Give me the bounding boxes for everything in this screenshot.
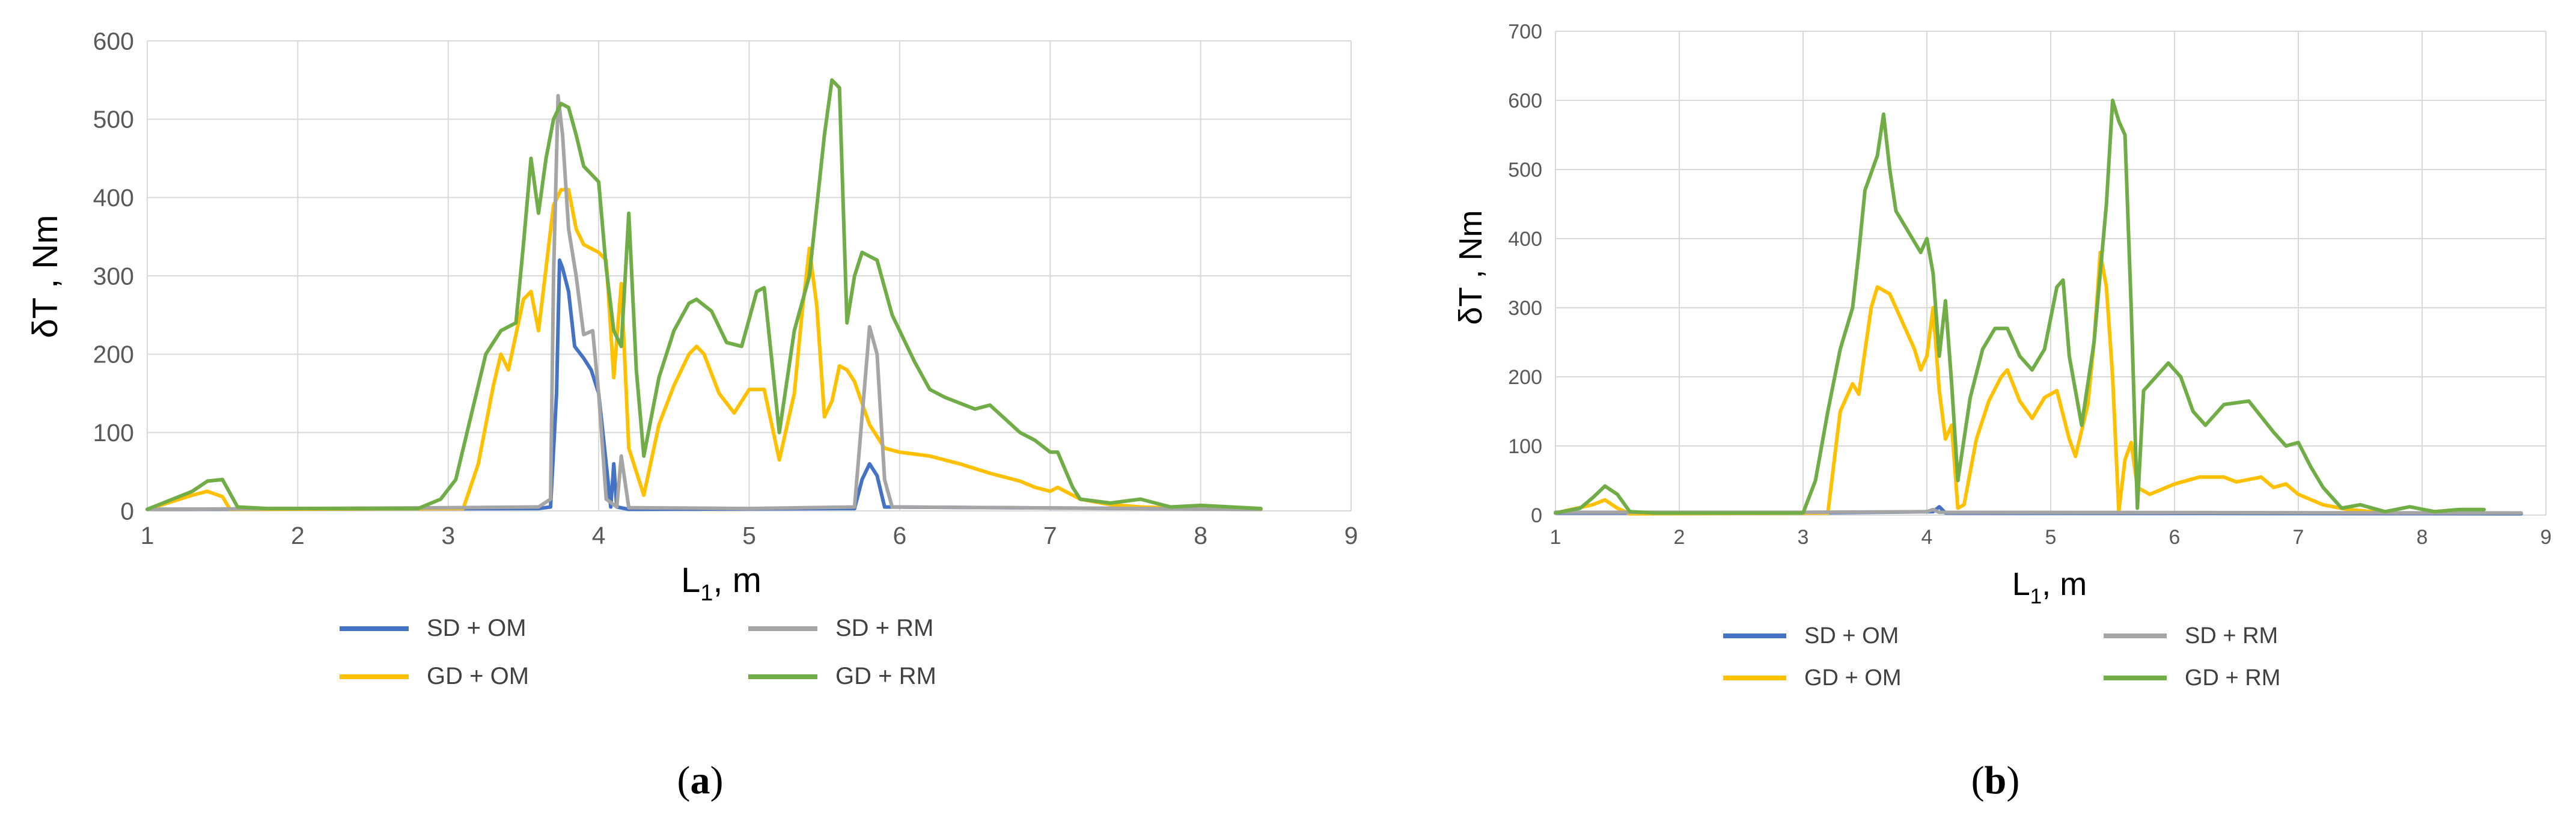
- x-tick-label: 2: [1674, 526, 1685, 549]
- x-tick-label: 5: [742, 522, 756, 549]
- x-tick-label: 9: [2541, 526, 2552, 549]
- y-tick-label: 400: [93, 184, 134, 212]
- x-tick-label: 7: [2293, 526, 2304, 549]
- x-tick-label: 8: [1194, 522, 1207, 549]
- x-axis-label-base: L: [681, 561, 700, 600]
- panel-caption: (a): [677, 758, 724, 802]
- x-tick-label: 4: [1921, 526, 1933, 549]
- x-tick-label: 5: [2045, 526, 2057, 549]
- y-tick-label: 600: [93, 27, 134, 55]
- y-axis-label-text: T , Nm: [26, 215, 65, 319]
- legend-label-gd-om: GD + OM: [427, 663, 529, 689]
- legend-label-gd-rm: GD + RM: [835, 663, 936, 689]
- y-axis-label-text: T , Nm: [1453, 210, 1489, 307]
- x-tick-label: 3: [441, 522, 455, 549]
- y-tick-label: 0: [1531, 504, 1542, 527]
- y-axis-label: δT , Nm: [1453, 210, 1489, 325]
- series-line-gd-rm: [145, 78, 1263, 511]
- y-tick-label: 200: [93, 341, 134, 368]
- y-axis-label: δT , Nm: [26, 215, 65, 338]
- x-tick-label: 9: [1344, 522, 1358, 549]
- x-tick-label: 3: [1798, 526, 1809, 549]
- caption-open-paren: (: [1971, 758, 1985, 802]
- y-tick-label: 200: [1508, 366, 1542, 389]
- y-tick-label: 600: [1508, 90, 1542, 112]
- x-tick-label: 8: [2417, 526, 2428, 549]
- x-tick-label: 2: [291, 522, 305, 549]
- legend-label-sd-om: SD + OM: [427, 615, 526, 641]
- y-tick-label: 500: [1508, 159, 1542, 182]
- x-axis-label-subscript: 1: [2030, 585, 2042, 608]
- y-tick-label: 0: [120, 497, 134, 525]
- series-line-sd-om: [145, 258, 1263, 511]
- x-axis-label: L1, m: [681, 561, 762, 605]
- x-axis-label-subscript: 1: [700, 580, 713, 605]
- x-tick-label: 6: [2169, 526, 2181, 549]
- x-axis-label-unit: , m: [2042, 566, 2087, 602]
- caption-close-paren: ): [2006, 758, 2019, 802]
- x-axis-label: L1, m: [2012, 566, 2087, 608]
- y-tick-label: 300: [1508, 297, 1542, 320]
- y-tick-label: 400: [1508, 228, 1542, 251]
- y-tick-label: 500: [93, 106, 134, 133]
- series-line-sd-rm: [145, 94, 1263, 511]
- y-tick-label: 100: [1508, 435, 1542, 458]
- x-axis-label-base: L: [2012, 566, 2030, 602]
- y-tick-label: 300: [93, 262, 134, 290]
- caption-open-paren: (: [677, 758, 691, 802]
- legend-label-gd-om: GD + OM: [1804, 665, 1902, 691]
- y-axis-label-delta: δ: [1453, 307, 1489, 325]
- panel-caption: (b): [1971, 758, 2020, 802]
- x-tick-label: 4: [592, 522, 606, 549]
- series-line-gd-om: [145, 188, 1263, 511]
- x-tick-label: 1: [1550, 526, 1561, 549]
- y-tick-label: 100: [93, 419, 134, 447]
- caption-letter: a: [691, 758, 710, 802]
- series-line-gd-om: [1554, 251, 2399, 516]
- legend-label-sd-om: SD + OM: [1804, 623, 1899, 649]
- x-tick-label: 6: [893, 522, 906, 549]
- x-axis-label-unit: , m: [713, 561, 762, 600]
- y-axis-label-delta: δ: [26, 319, 65, 338]
- x-tick-label: 1: [141, 522, 154, 549]
- x-tick-label: 7: [1043, 522, 1057, 549]
- y-tick-label: 700: [1508, 20, 1542, 43]
- legend-label-sd-rm: SD + RM: [2185, 623, 2278, 649]
- caption-letter: b: [1985, 758, 2007, 802]
- caption-close-paren: ): [710, 758, 724, 802]
- legend-label-gd-rm: GD + RM: [2185, 665, 2280, 691]
- series-line-gd-rm: [1554, 99, 2486, 515]
- legend-label-sd-rm: SD + RM: [835, 615, 933, 641]
